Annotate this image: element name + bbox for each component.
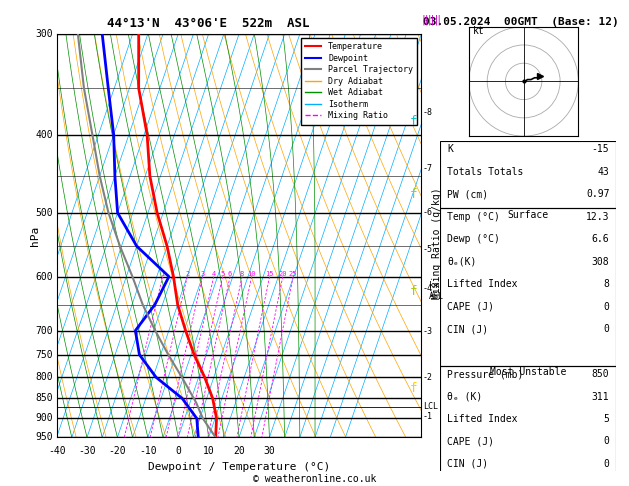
Text: θₑ (K): θₑ (K) <box>447 392 482 401</box>
Text: LCL: LCL <box>423 402 438 411</box>
Text: 300: 300 <box>35 29 53 39</box>
Text: 20: 20 <box>233 446 245 456</box>
Text: 800: 800 <box>35 372 53 382</box>
Text: f: f <box>410 382 418 395</box>
Text: Mixing Ratio (g/kg): Mixing Ratio (g/kg) <box>432 187 442 299</box>
Text: PW (cm): PW (cm) <box>447 189 489 199</box>
Text: 5: 5 <box>603 414 610 424</box>
Text: f: f <box>410 115 418 128</box>
Bar <box>440 365 616 486</box>
Text: 0: 0 <box>603 302 610 312</box>
Text: 8: 8 <box>240 271 244 277</box>
Text: -5: -5 <box>423 245 433 254</box>
Text: 20: 20 <box>279 271 287 277</box>
Text: Totals Totals: Totals Totals <box>447 167 524 177</box>
Text: 700: 700 <box>35 326 53 335</box>
Text: 12.3: 12.3 <box>586 212 610 222</box>
Text: 15: 15 <box>265 271 274 277</box>
Text: 308: 308 <box>592 257 610 267</box>
Text: 8: 8 <box>603 279 610 289</box>
Text: 3: 3 <box>201 271 204 277</box>
Text: CAPE (J): CAPE (J) <box>447 436 494 447</box>
Text: 850: 850 <box>35 394 53 403</box>
Text: -7: -7 <box>423 164 433 173</box>
Text: -20: -20 <box>109 446 126 456</box>
Text: 4: 4 <box>211 271 216 277</box>
Text: ‖‖‖: ‖‖‖ <box>421 15 442 25</box>
Text: 2: 2 <box>185 271 189 277</box>
Text: -40: -40 <box>48 446 65 456</box>
Text: 750: 750 <box>35 349 53 360</box>
Text: © weatheronline.co.uk: © weatheronline.co.uk <box>253 473 376 484</box>
Text: -4: -4 <box>423 283 433 293</box>
Text: -8: -8 <box>423 107 433 117</box>
Text: 03.05.2024  00GMT  (Base: 12): 03.05.2024 00GMT (Base: 12) <box>423 17 619 27</box>
Text: Surface: Surface <box>508 210 549 220</box>
Text: 10: 10 <box>203 446 214 456</box>
X-axis label: Dewpoint / Temperature (°C): Dewpoint / Temperature (°C) <box>148 462 330 472</box>
Text: hPa: hPa <box>30 226 40 246</box>
Text: 0: 0 <box>603 459 610 469</box>
Text: -3: -3 <box>423 327 433 336</box>
Text: Lifted Index: Lifted Index <box>447 414 518 424</box>
Text: f: f <box>410 285 418 298</box>
Text: Most Unstable: Most Unstable <box>490 367 567 377</box>
Text: -6: -6 <box>423 208 433 217</box>
Legend: Temperature, Dewpoint, Parcel Trajectory, Dry Adiabat, Wet Adiabat, Isotherm, Mi: Temperature, Dewpoint, Parcel Trajectory… <box>301 38 417 124</box>
Text: kt: kt <box>472 26 484 36</box>
Text: -10: -10 <box>139 446 157 456</box>
Text: 0.97: 0.97 <box>586 189 610 199</box>
Text: -15: -15 <box>592 144 610 155</box>
Text: 0: 0 <box>175 446 181 456</box>
Text: 44°13'N  43°06'E  522m  ASL: 44°13'N 43°06'E 522m ASL <box>107 17 309 30</box>
Text: 5: 5 <box>221 271 225 277</box>
Text: 30: 30 <box>264 446 276 456</box>
Text: Temp (°C): Temp (°C) <box>447 212 500 222</box>
Text: 10: 10 <box>247 271 256 277</box>
Text: -2: -2 <box>423 373 433 382</box>
Text: CAPE (J): CAPE (J) <box>447 302 494 312</box>
Text: Dewp (°C): Dewp (°C) <box>447 234 500 244</box>
Text: -30: -30 <box>78 446 96 456</box>
Text: f: f <box>410 188 418 201</box>
Text: 600: 600 <box>35 272 53 281</box>
Text: 6.6: 6.6 <box>592 234 610 244</box>
Text: θₑ(K): θₑ(K) <box>447 257 477 267</box>
Bar <box>440 208 616 365</box>
Text: CIN (J): CIN (J) <box>447 459 489 469</box>
Text: 0: 0 <box>603 324 610 334</box>
Text: km
ASL: km ASL <box>429 281 444 300</box>
Text: 850: 850 <box>592 369 610 379</box>
Text: 1: 1 <box>160 271 165 277</box>
Text: 950: 950 <box>35 433 53 442</box>
Text: -1: -1 <box>423 412 433 421</box>
Text: 500: 500 <box>35 208 53 218</box>
Text: Pressure (mb): Pressure (mb) <box>447 369 524 379</box>
Text: CIN (J): CIN (J) <box>447 324 489 334</box>
Text: 400: 400 <box>35 130 53 139</box>
Text: Lifted Index: Lifted Index <box>447 279 518 289</box>
Text: 25: 25 <box>289 271 298 277</box>
Bar <box>440 141 616 208</box>
Text: 43: 43 <box>598 167 610 177</box>
Text: 0: 0 <box>603 436 610 447</box>
Text: 6: 6 <box>228 271 232 277</box>
Text: K: K <box>447 144 454 155</box>
Text: 311: 311 <box>592 392 610 401</box>
Text: 900: 900 <box>35 414 53 423</box>
